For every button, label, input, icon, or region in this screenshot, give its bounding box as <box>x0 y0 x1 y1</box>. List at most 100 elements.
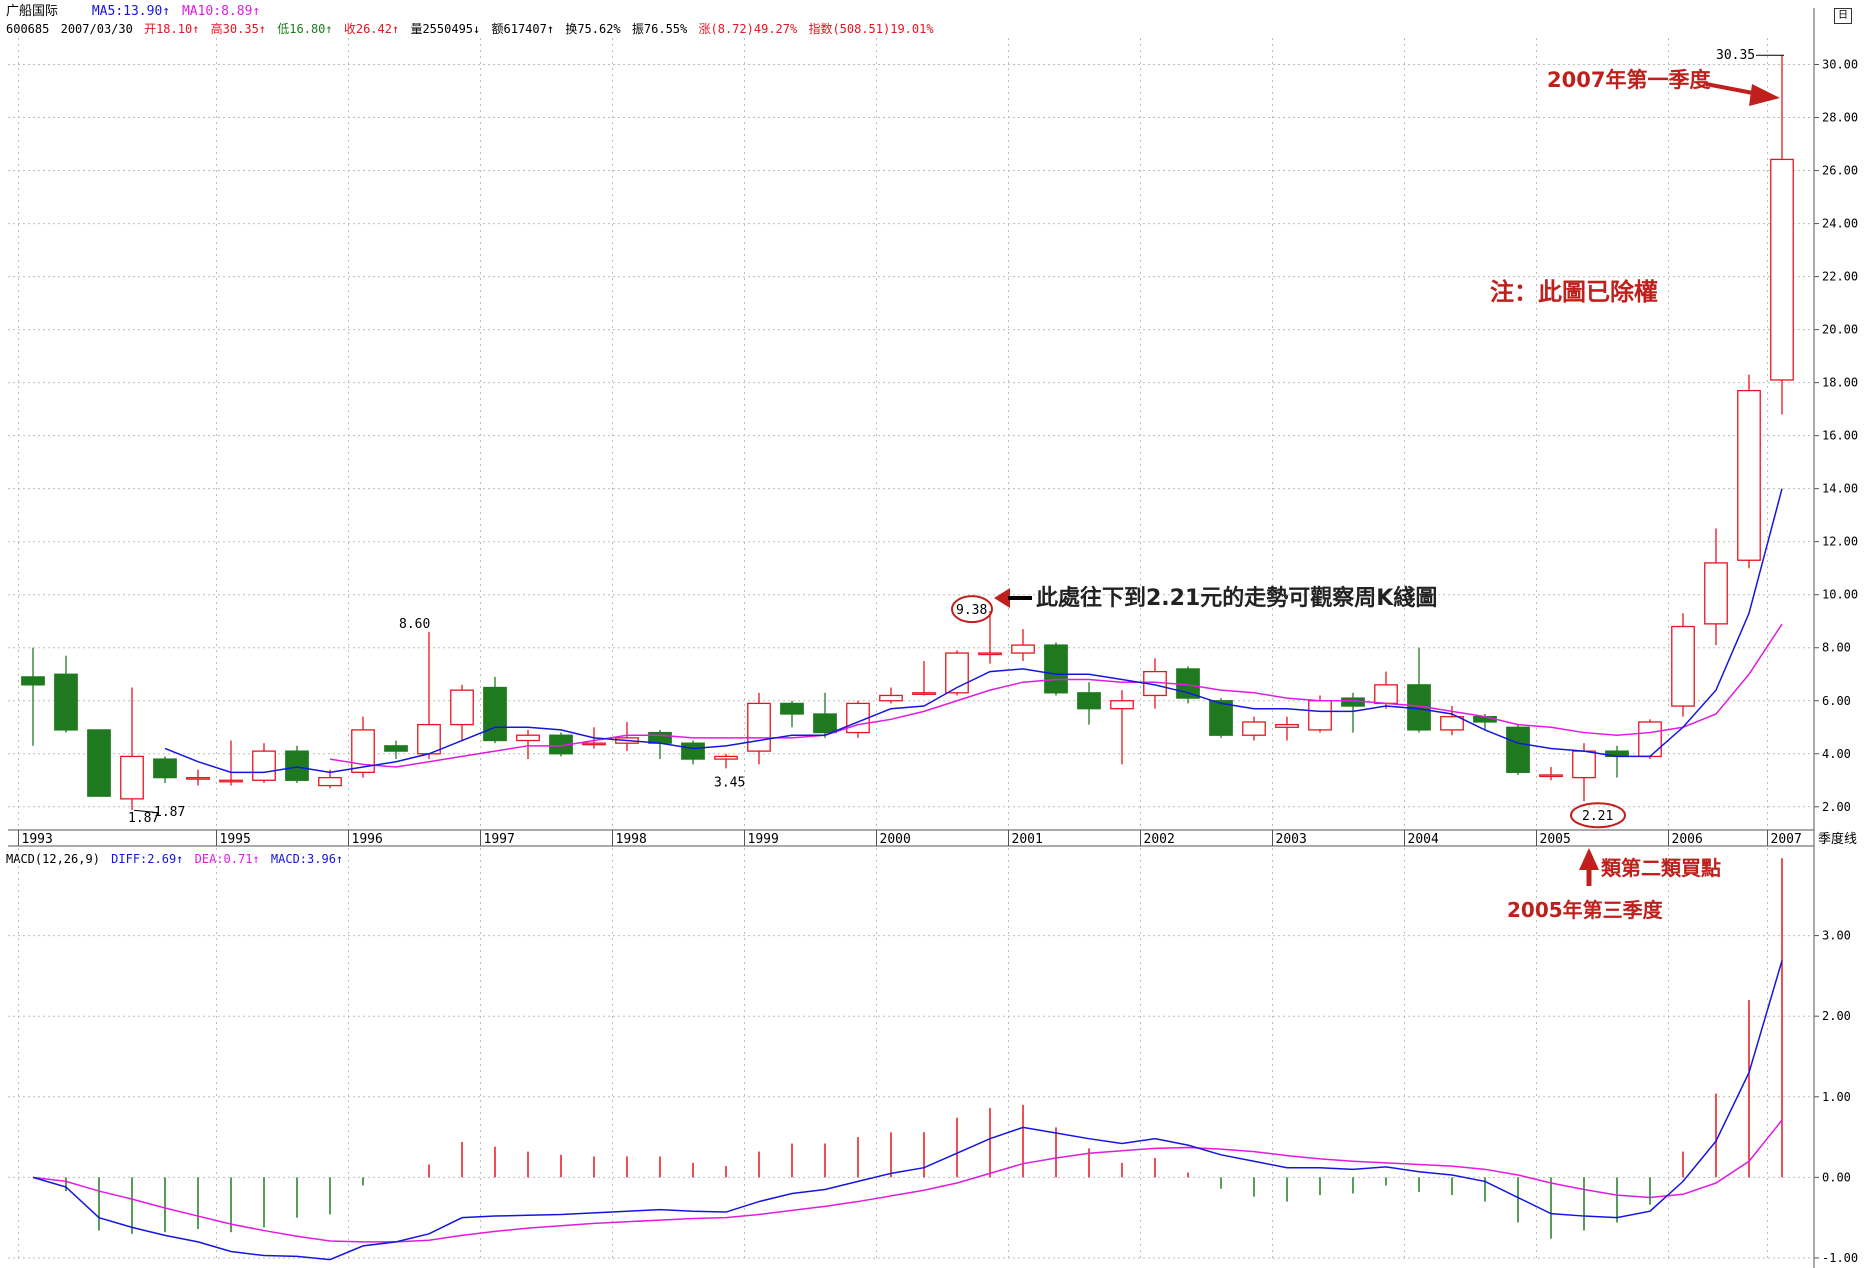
x-tick-label: 2002 <box>1144 832 1175 847</box>
diff-line <box>32 960 1783 1261</box>
weekly-arrow-head <box>994 588 1010 608</box>
candle-body <box>846 702 870 734</box>
candle-body <box>351 729 375 773</box>
high-readout: 高30.35↑ <box>210 22 267 36</box>
q1-2007-arrow-head <box>1749 84 1780 106</box>
weekly-note-annotation: 此處往下到2.21元的走勢可觀察周K綫圖 <box>1036 585 1437 611</box>
x-tick-label: 2004 <box>1408 832 1439 847</box>
macd-header: MACD(12,26,9) DIFF:2.69↑ DEA:0.71↑ MACD:… <box>6 852 347 867</box>
candle-body <box>120 755 144 800</box>
candle-body <box>1737 389 1761 561</box>
stock-code: 600685 <box>6 22 50 36</box>
buy-point-annotation: 類第二類買點 <box>1601 856 1721 880</box>
candle-body <box>318 776 342 787</box>
q3-2005-annotation: 2005年第三季度 <box>1507 898 1664 922</box>
price-header-line2: 600685 2007/03/30 开18.10↑ 高30.35↑ 低16.80… <box>6 22 938 37</box>
candle-body <box>516 734 540 742</box>
y-tick-label: 8.00 <box>1822 641 1851 655</box>
candle-body <box>417 723 441 755</box>
candle-body <box>582 742 606 746</box>
low-1993-label: 1.87 <box>128 811 159 826</box>
candle-body <box>1011 644 1035 654</box>
candle-body <box>1242 721 1266 736</box>
candle-body <box>21 676 45 686</box>
ma10-line <box>329 623 1783 768</box>
candle-body <box>681 742 705 760</box>
candle-body <box>714 755 738 760</box>
candle-body <box>978 652 1002 656</box>
y-tick-label: 28.00 <box>1822 111 1858 125</box>
y-tick-label: 20.00 <box>1822 323 1858 337</box>
amount-readout: 额617407↑ <box>491 22 555 36</box>
high-1996-label: 8.60 <box>399 617 430 632</box>
x-tick-label: 1993 <box>22 832 53 847</box>
candle-body <box>1671 625 1695 707</box>
candle-body <box>1044 644 1068 694</box>
y-tick-label: 26.00 <box>1822 164 1858 178</box>
x-tick-label: 2005 <box>1540 832 1571 847</box>
ma10-readout: MA10:8.89↑ <box>181 4 261 19</box>
candle-body <box>483 686 507 742</box>
price-header-line1: 广船国际 MA5:13.90↑ MA10:8.89↑ <box>6 4 264 19</box>
high-2007-label: 30.35 <box>1716 48 1755 63</box>
candle-body <box>252 750 276 781</box>
candle-body <box>945 652 969 694</box>
candle-body <box>186 776 210 780</box>
candle-body <box>1704 562 1728 625</box>
ma5-line <box>164 488 1783 774</box>
candle-body <box>648 731 672 744</box>
macd-y-tick-label: 0.00 <box>1822 1170 1851 1184</box>
candle-body <box>450 689 474 726</box>
peak-2001-label: 9.38 <box>956 603 987 618</box>
low-readout: 低16.80↑ <box>277 22 333 36</box>
open-readout: 开18.10↑ <box>144 22 200 36</box>
macd-y-tick-label: -1.00 <box>1822 1251 1858 1265</box>
x-tick-label: 1999 <box>748 832 779 847</box>
buy-point-arrow-head <box>1579 848 1599 870</box>
dea-line <box>32 1119 1783 1243</box>
candle-body <box>912 692 936 695</box>
candle-body <box>1110 700 1134 710</box>
turnover-readout: 换75.62% <box>565 22 621 36</box>
candle-body <box>1374 684 1398 705</box>
x-tick-label: 2007 <box>1771 832 1802 847</box>
candle-body <box>1539 774 1563 778</box>
index-readout: 指数(508.51)19.01% <box>808 22 934 36</box>
close-readout: 收26.42↑ <box>343 22 400 36</box>
y-tick-label: 12.00 <box>1822 535 1858 549</box>
y-tick-label: 10.00 <box>1822 588 1858 602</box>
y-tick-label: 16.00 <box>1822 429 1858 443</box>
candle-body <box>87 729 111 797</box>
candle-body <box>1440 716 1464 731</box>
x-tick-label: 1997 <box>484 832 515 847</box>
y-tick-label: 14.00 <box>1822 482 1858 496</box>
candle-body <box>1209 700 1233 736</box>
x-tick-label: 2000 <box>880 832 911 847</box>
candle-body <box>780 702 804 715</box>
macd-readout: MACD:3.96↑ <box>270 852 344 866</box>
period-label: 季度线 <box>1818 831 1857 847</box>
macd-y-tick-label: 1.00 <box>1822 1090 1851 1104</box>
low-1999-label: 3.45 <box>714 775 745 790</box>
low-1993-leader <box>133 809 155 813</box>
change-readout: 涨(8.72)49.27% <box>698 22 798 36</box>
low-1993-label-2: 1.87 <box>154 805 185 820</box>
low-2005-circle <box>1570 802 1626 829</box>
panel-toggle-icon[interactable]: 日 <box>1834 8 1852 24</box>
candle-body <box>219 779 243 783</box>
volume-readout: 量2550495↓ <box>410 22 481 36</box>
candle-body <box>153 758 177 779</box>
x-tick-label: 2006 <box>1672 832 1703 847</box>
macd-params: MACD(12,26,9) <box>6 852 100 866</box>
candle-body <box>813 713 837 734</box>
y-tick-label: 6.00 <box>1822 694 1851 708</box>
q1-2007-annotation: 2007年第一季度 <box>1547 68 1710 92</box>
y-tick-label: 30.00 <box>1822 58 1858 72</box>
x-tick-label: 2001 <box>1012 832 1043 847</box>
low-2005-label: 2.21 <box>1582 809 1613 824</box>
y-tick-label: 22.00 <box>1822 270 1858 284</box>
macd-y-tick-label: 2.00 <box>1822 1009 1851 1023</box>
candle-body <box>879 694 903 702</box>
amplitude-readout: 振76.55% <box>631 22 688 36</box>
